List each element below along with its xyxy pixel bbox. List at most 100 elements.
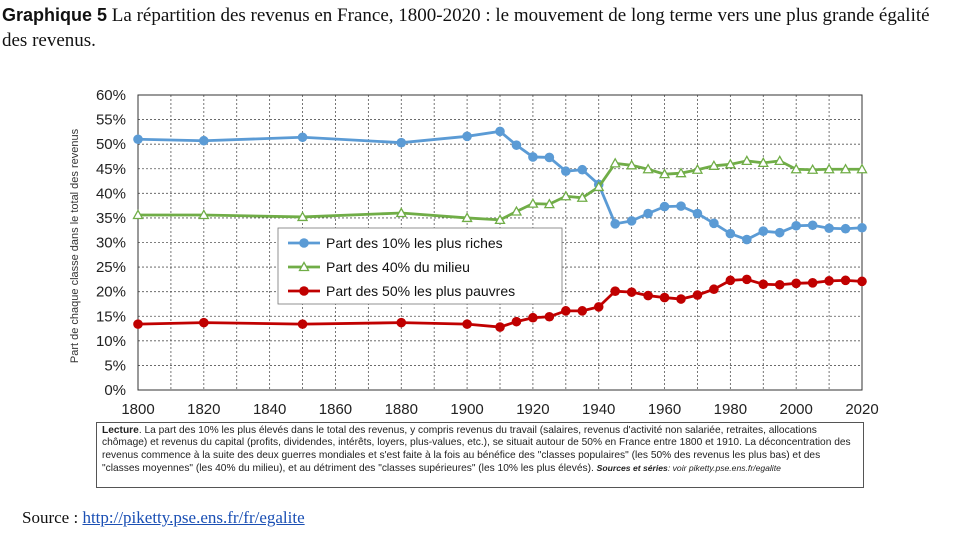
- data-point: [658, 168, 671, 179]
- data-point: [626, 287, 637, 297]
- data-point: [561, 166, 571, 177]
- data-point: [724, 158, 736, 169]
- series-path: [137, 277, 863, 329]
- y-tick-label: 15%: [96, 308, 126, 325]
- data-point: [133, 134, 143, 145]
- data-point: [495, 322, 505, 332]
- data-point: [742, 234, 752, 245]
- data-point: [133, 319, 143, 329]
- data-point: [299, 286, 309, 296]
- source-line: Source : http://piketty.pse.ens.fr/fr/eg…: [22, 508, 305, 528]
- y-tick-label: 60%: [96, 87, 126, 104]
- data-point: [462, 131, 472, 142]
- data-point: [790, 163, 802, 174]
- sources-label: Sources et séries: [596, 463, 668, 474]
- data-point: [577, 164, 588, 175]
- x-tick-label: 1880: [385, 401, 418, 418]
- data-point: [297, 319, 308, 329]
- data-point: [593, 181, 605, 192]
- x-tick-label: 1820: [187, 401, 220, 418]
- chart-series: [132, 126, 868, 332]
- data-point: [560, 190, 572, 201]
- x-tick-label: 1920: [516, 401, 549, 418]
- data-point: [675, 167, 687, 178]
- reading-note-text: . La part des 10% les plus élevés dans l…: [102, 425, 851, 475]
- x-tick-label: 1940: [582, 401, 615, 418]
- legend-label: Part des 50% les plus pauvres: [326, 283, 515, 299]
- y-tick-label: 10%: [96, 333, 126, 350]
- data-point: [824, 223, 834, 234]
- data-point: [527, 197, 539, 208]
- x-tick-label: 2020: [845, 401, 878, 418]
- y-tick-label: 40%: [96, 185, 126, 202]
- data-point: [708, 159, 720, 170]
- data-point: [299, 238, 309, 248]
- data-point: [725, 275, 736, 286]
- y-axis-label: Part de chaque classe dans le total des …: [69, 128, 81, 363]
- data-point: [395, 207, 407, 218]
- chart-legend: Part des 10% les plus riches Part des 40%…: [277, 227, 563, 305]
- data-point: [725, 228, 736, 239]
- data-point: [543, 198, 555, 209]
- series-line: [133, 274, 867, 332]
- y-tick-label: 50%: [96, 136, 126, 153]
- data-point: [857, 276, 867, 287]
- data-point: [462, 319, 472, 329]
- y-tick-label: 20%: [96, 284, 126, 301]
- data-point: [510, 205, 523, 216]
- y-tick-label: 55%: [96, 112, 126, 129]
- line-chart: 0% 5% 10% 15% 20% 25% 30% 35% 40% 45% 50% 55% 60% 180…: [69, 87, 879, 418]
- y-tick-label: 35%: [96, 210, 126, 227]
- data-point: [840, 223, 851, 234]
- source-link[interactable]: http://piketty.pse.ens.fr/fr/egalite: [82, 508, 305, 527]
- data-point: [199, 135, 209, 146]
- y-tick-label: 30%: [96, 235, 126, 252]
- source-label: Source :: [22, 508, 79, 527]
- data-point: [824, 276, 834, 286]
- data-point: [296, 211, 309, 222]
- data-point: [857, 222, 867, 233]
- x-tick-label: 1900: [450, 401, 483, 418]
- y-tick-label: 5%: [104, 357, 126, 374]
- data-point: [528, 152, 538, 162]
- data-point: [807, 220, 818, 231]
- data-point: [659, 201, 670, 212]
- sources-text: : voir piketty.pse.ens.fr/egalite: [667, 463, 781, 474]
- x-tick-label: 1800: [121, 401, 154, 418]
- plot-frame: [137, 94, 863, 391]
- data-point: [692, 290, 703, 300]
- x-tick-label: 1980: [714, 401, 747, 418]
- data-point: [692, 208, 703, 219]
- x-tick-label: 1840: [253, 401, 286, 418]
- data-point: [709, 284, 719, 295]
- series-path: [137, 129, 863, 242]
- data-point: [561, 306, 571, 316]
- data-point: [576, 191, 588, 202]
- data-point: [791, 220, 801, 231]
- data-point: [676, 294, 686, 304]
- data-point: [643, 290, 653, 301]
- data-point: [807, 163, 819, 174]
- data-point: [593, 302, 604, 312]
- series-path: [138, 159, 862, 222]
- legend-label: Part des 40% du milieu: [326, 259, 470, 275]
- data-point: [774, 155, 786, 166]
- data-point: [609, 157, 621, 168]
- y-tick-label: 45%: [96, 161, 126, 178]
- data-point: [823, 163, 835, 174]
- series-line: [133, 126, 867, 245]
- data-point: [461, 212, 473, 223]
- data-point: [511, 140, 522, 150]
- data-point: [528, 312, 538, 323]
- data-point: [839, 163, 852, 174]
- series-line: [132, 155, 868, 225]
- data-point: [396, 137, 407, 148]
- reading-note-heading: Lecture: [102, 425, 139, 436]
- x-tick-label: 2000: [779, 401, 812, 418]
- legend-box: [277, 227, 563, 305]
- data-point: [840, 275, 851, 286]
- data-point: [544, 152, 555, 163]
- data-point: [709, 218, 719, 229]
- data-point: [856, 163, 868, 174]
- legend-label: Part des 10% les plus riches: [326, 235, 503, 251]
